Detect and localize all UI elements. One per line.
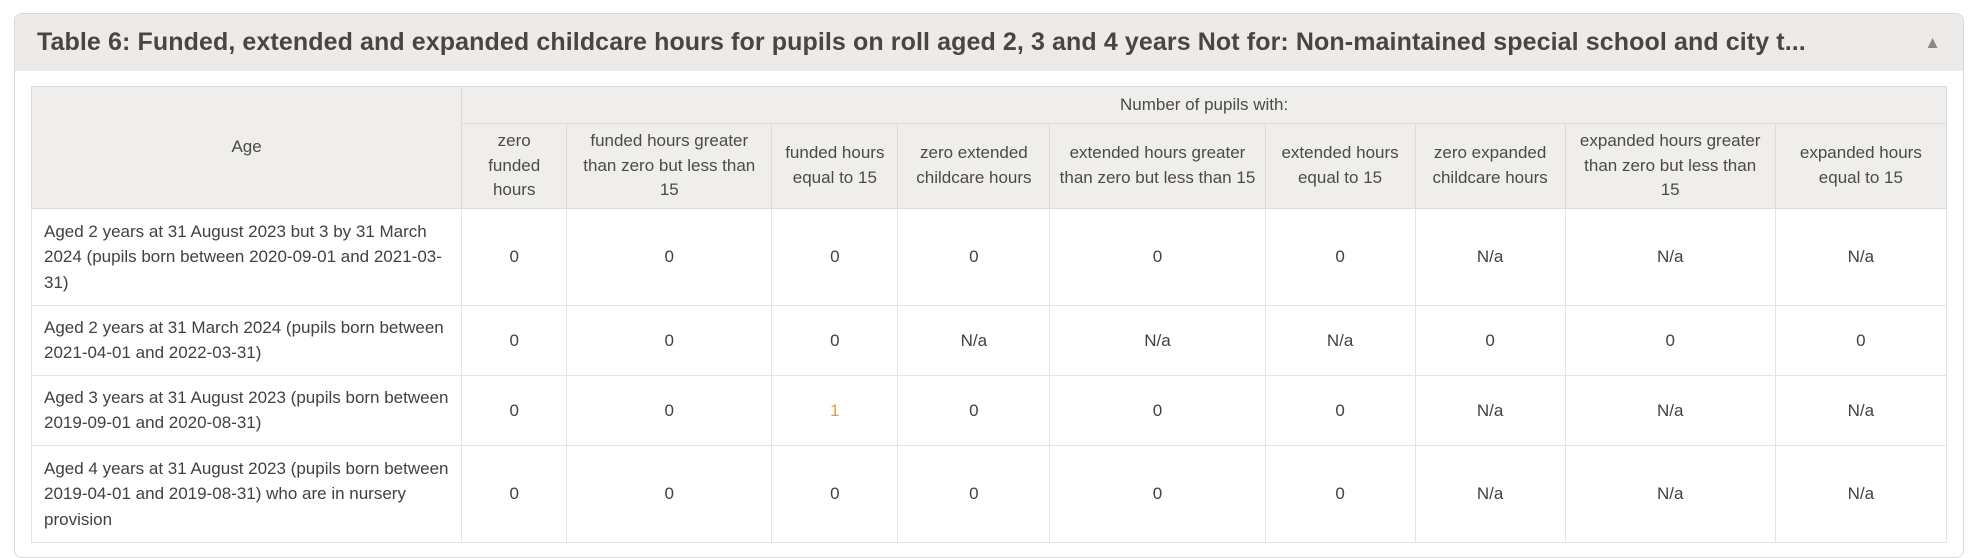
- value-cell: 0: [1414, 304, 1566, 376]
- column-header-zero-funded-hours: zero funded hours: [461, 123, 568, 209]
- value-cell: 0: [1264, 207, 1416, 306]
- column-header-expanded-hours-equal-15: expanded hours equal to 15: [1774, 123, 1948, 209]
- group-header-number-of-pupils: Number of pupils with:: [461, 86, 1947, 124]
- value-cell: N/a: [1414, 374, 1566, 446]
- value-cell: 0: [461, 207, 568, 306]
- column-header-zero-extended-childcare-hours: zero extended childcare hours: [897, 123, 1051, 209]
- value-cell: N/a: [1414, 444, 1566, 543]
- value-cell: 0: [566, 304, 773, 376]
- value-cell: N/a: [1049, 304, 1266, 376]
- age-cell: Aged 2 years at 31 March 2024 (pupils bo…: [30, 304, 463, 376]
- table-row: Aged 3 years at 31 August 2023 (pupils b…: [30, 374, 1948, 446]
- value-cell: 0: [1049, 374, 1266, 446]
- column-header-age: Age: [30, 86, 463, 209]
- age-cell: Aged 2 years at 31 August 2023 but 3 by …: [30, 207, 463, 306]
- table6-panel: Table 6: Funded, extended and expanded c…: [14, 13, 1964, 558]
- value-cell: 0: [897, 444, 1051, 543]
- value-cell: N/a: [897, 304, 1051, 376]
- value-cell: 0: [566, 207, 773, 306]
- age-cell: Aged 3 years at 31 August 2023 (pupils b…: [30, 374, 463, 446]
- value-cell: 0: [566, 444, 773, 543]
- value-cell: 0: [1264, 444, 1416, 543]
- column-header-extended-hours-equal-15: extended hours equal to 15: [1264, 123, 1416, 209]
- value-cell: 0: [1774, 304, 1948, 376]
- column-header-expanded-hours-gt-zero-lt-15: expanded hours greater than zero but les…: [1564, 123, 1776, 209]
- value-cell: 0: [1564, 304, 1776, 376]
- column-header-extended-hours-gt-zero-lt-15: extended hours greater than zero but les…: [1049, 123, 1266, 209]
- collapse-arrow-icon[interactable]: ▲: [1924, 33, 1941, 52]
- panel-title: Table 6: Funded, extended and expanded c…: [37, 28, 1806, 56]
- value-cell: 0: [771, 304, 899, 376]
- value-cell: N/a: [1564, 207, 1776, 306]
- value-cell: 0: [771, 207, 899, 306]
- value-cell: N/a: [1564, 444, 1776, 543]
- value-cell: N/a: [1264, 304, 1416, 376]
- value-cell: N/a: [1774, 444, 1948, 543]
- childcare-hours-table: Age Number of pupils with: zero funded h…: [30, 86, 1948, 543]
- column-header-row: zero funded hours funded hours greater t…: [32, 123, 1948, 209]
- value-cell: 0: [771, 444, 899, 543]
- value-cell: 0: [461, 304, 568, 376]
- column-header-funded-hours-gt-zero-lt-15: funded hours greater than zero but less …: [566, 123, 773, 209]
- value-cell: N/a: [1564, 374, 1776, 446]
- value-cell: 0: [1049, 207, 1266, 306]
- value-cell: 0: [897, 207, 1051, 306]
- column-header-funded-hours-equal-15: funded hours equal to 15: [771, 123, 899, 209]
- column-header-zero-expanded-childcare-hours: zero expanded childcare hours: [1414, 123, 1566, 209]
- table-row: Aged 2 years at 31 March 2024 (pupils bo…: [30, 304, 1948, 376]
- table-row: Aged 2 years at 31 August 2023 but 3 by …: [30, 207, 1948, 306]
- value-cell: N/a: [1774, 374, 1948, 446]
- age-cell: Aged 4 years at 31 August 2023 (pupils b…: [30, 444, 463, 543]
- panel-body: Age Number of pupils with: zero funded h…: [15, 71, 1963, 557]
- value-cell: 0: [897, 374, 1051, 446]
- table-row: Aged 4 years at 31 August 2023 (pupils b…: [30, 444, 1948, 543]
- value-cell: 0: [566, 374, 773, 446]
- panel-header[interactable]: Table 6: Funded, extended and expanded c…: [15, 14, 1963, 71]
- group-header-row: Age Number of pupils with:: [30, 86, 1947, 209]
- value-cell: 0: [1264, 374, 1416, 446]
- value-cell: 1: [771, 374, 899, 446]
- value-cell: 0: [461, 374, 568, 446]
- value-cell: N/a: [1774, 207, 1948, 306]
- value-cell: 0: [1049, 444, 1266, 543]
- value-cell: 0: [461, 444, 568, 543]
- value-cell: N/a: [1414, 207, 1566, 306]
